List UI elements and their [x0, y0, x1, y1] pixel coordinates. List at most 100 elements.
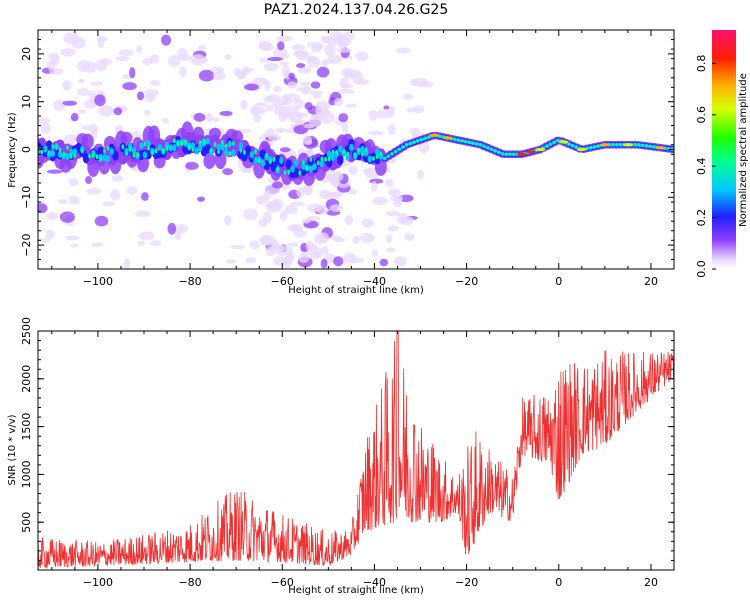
spectrogram-noise-cell — [371, 249, 379, 257]
spectrogram-noise-cell — [179, 66, 187, 78]
spectrogram-noise-cell — [279, 61, 289, 66]
spectrogram-ridge-cell — [82, 153, 90, 164]
snr-xtick-label: 0 — [555, 576, 562, 589]
spectrogram-noise-cell — [355, 51, 369, 62]
spectrogram-ridge-cell — [50, 149, 55, 158]
colorbar-tick-label: 0.0 — [695, 260, 708, 278]
snr-ytick-label: 1000 — [20, 460, 33, 488]
spectrogram-ridge-cell — [198, 140, 202, 145]
spectrogram-ridge-cell — [176, 141, 180, 147]
spectrogram-ridge-cell — [508, 152, 512, 156]
spectrogram-noise-cell — [49, 68, 64, 75]
spectrogram-noise-cell — [168, 55, 181, 67]
spectrogram-band-cell — [203, 152, 216, 170]
spectrogram-ridge-cell — [147, 145, 151, 151]
spectrogram-noise-cell — [385, 234, 393, 244]
spectrogram-noise-cell — [315, 100, 331, 112]
spectrogram-ridge-cell — [330, 153, 336, 161]
spectrogram-ridge-cell — [479, 143, 482, 147]
spectrogram-noise-cell — [198, 69, 215, 82]
spectrogram-ridge-cell — [571, 144, 575, 147]
spectrogram-ridge-cell — [65, 152, 70, 160]
spectrogram-ridge-cell — [168, 144, 173, 152]
spectrogram-ridge-cell — [363, 149, 369, 157]
spectrogram-ridge-cell — [112, 150, 119, 161]
spectrogram-noise-cell — [333, 256, 344, 267]
spectrogram-noise-cell — [249, 240, 260, 250]
spectrogram-xlabel: Height of straight line (km) — [288, 285, 424, 296]
spectrogram-peak-cell — [599, 143, 610, 147]
spectrogram-ridge-cell — [346, 151, 350, 157]
spectrogram-peak-cell — [526, 150, 537, 154]
spectrogram-noise-cell — [94, 94, 106, 107]
spectrogram-noise-cell — [68, 195, 76, 205]
spectrogram-ridge-cell — [408, 142, 412, 145]
spectrogram-ridge-cell — [512, 152, 516, 156]
spectrogram-ridge-cell — [154, 148, 158, 154]
spectrogram-noise-cell — [173, 224, 189, 234]
spectrogram-noise-cell — [306, 55, 318, 63]
spectrogram-ridge-cell — [105, 154, 111, 163]
spectrogram-ridge-cell — [394, 150, 398, 153]
spectrogram-ridge-cell — [386, 154, 390, 158]
spectrogram-noise-cell — [410, 78, 418, 86]
spectrogram-ridge-cell — [401, 145, 405, 149]
spectrogram-noise-cell — [387, 124, 396, 135]
spectrogram-noise-cell — [150, 80, 161, 87]
spectrogram-noise-cell — [245, 257, 257, 264]
snr-ytick-label: 2500 — [20, 317, 33, 345]
spectrogram-noise-cell — [240, 99, 248, 110]
spectrogram-ridge-cell — [611, 143, 615, 147]
spectrogram-ridge-cell — [497, 151, 501, 154]
spectrogram-ridge-cell — [619, 143, 622, 147]
spectrogram-ridge-cell — [308, 165, 314, 173]
spectrogram-ridge-cell — [157, 143, 162, 152]
snr-xtick-label: −60 — [271, 576, 294, 589]
spectrogram-noise-cell — [263, 96, 276, 103]
spectrogram-ridge-cell — [615, 143, 619, 147]
spectrogram-noise-cell — [40, 122, 51, 135]
spectrogram-ridge-cell — [128, 147, 132, 152]
spectrogram-ridge-cell — [285, 159, 292, 170]
spectrogram-noise-cell — [212, 70, 226, 81]
spectrogram-ridge-cell — [456, 138, 460, 142]
spectrogram-xtick-label: −20 — [455, 275, 478, 288]
spectrogram-noise-cell — [279, 147, 291, 153]
spectrogram-ridge-cell — [320, 156, 324, 162]
spectrogram-ridge-cell — [45, 140, 53, 151]
spectrogram-noise-cell — [259, 58, 270, 64]
spectrogram-noise-cell — [301, 185, 313, 193]
spectrogram-noise-cell — [254, 102, 268, 107]
spectrogram-ridge-cell — [95, 154, 99, 160]
spectrogram-ridge-cell — [589, 146, 593, 149]
spectrogram-noise-cell — [225, 259, 236, 264]
spectrogram-noise-cell — [309, 90, 323, 95]
spectrogram-ridge-cell — [327, 156, 331, 162]
spectrogram-noise-cell — [46, 169, 63, 174]
spectrogram-ridge-cell — [97, 146, 104, 157]
spectrogram-noise-cell — [244, 83, 259, 91]
spectrogram-noise-cell — [95, 60, 108, 72]
spectrogram-ridge-cell — [567, 142, 571, 146]
spectrogram-noise-cell — [160, 34, 172, 46]
spectrogram-ridge-cell — [109, 147, 114, 156]
spectrogram-noise-cell — [90, 81, 104, 86]
spectrogram-noise-cell — [327, 54, 343, 64]
spectrogram-ridge-cell — [652, 145, 656, 149]
spectrogram-xtick-label: −40 — [363, 275, 386, 288]
spectrogram-noise-cell — [219, 110, 233, 116]
spectrogram-noise-cell — [402, 93, 414, 100]
spectrogram-noise-cell — [38, 117, 51, 125]
spectrogram-ridge-cell — [91, 153, 95, 159]
spectrogram-noise-cell — [304, 102, 313, 111]
spectrogram-noise-cell — [205, 113, 213, 122]
spectrogram-noise-cell — [57, 199, 69, 205]
spectrogram-xtick-label: −80 — [178, 275, 201, 288]
spectrogram-ridge-cell — [423, 137, 427, 140]
spectrogram-ridge-cell — [475, 142, 479, 146]
spectrogram-image — [38, 31, 674, 269]
spectrogram-ridge-cell — [326, 157, 333, 168]
spectrogram-ridge-cell — [504, 152, 508, 156]
spectrogram-ridge-cell — [283, 170, 287, 176]
spectrogram-noise-cell — [241, 166, 255, 174]
